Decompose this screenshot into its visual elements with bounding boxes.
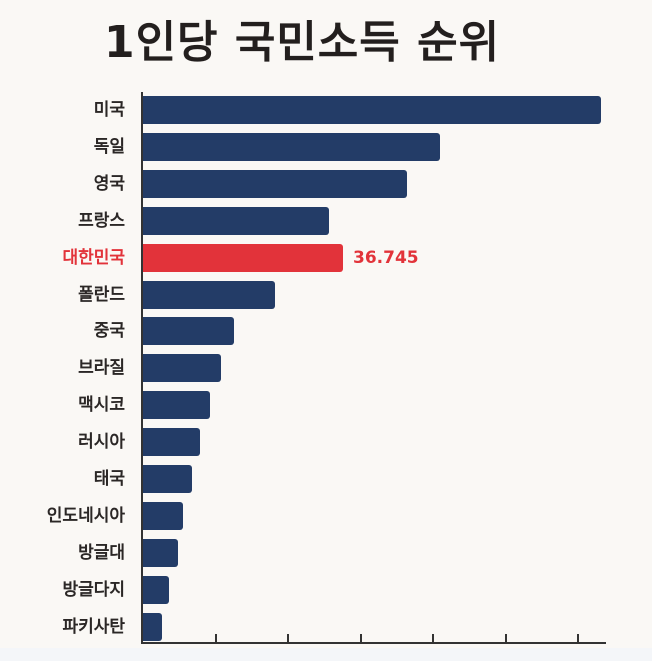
x-tick [577,634,579,643]
value-label: 36.745 [353,247,419,268]
category-label: 폴란드 [78,284,125,305]
category-label: 파키사탄 [62,616,125,637]
bar-row: 방글대 [0,538,652,567]
x-axis [141,642,606,644]
bar-row: 영국 [0,169,652,198]
bar-row: 폴란드 [0,280,652,309]
bar [143,501,183,530]
bar [143,243,343,272]
bar [143,206,330,235]
category-label: 방글대 [78,542,125,563]
category-label: 맥시코 [78,395,125,416]
category-label: 영국 [93,173,125,194]
category-label: 인도네시아 [46,505,125,526]
bar [143,538,178,567]
bar-row: 방글다지 [0,575,652,604]
bar-row: 파키사탄 [0,612,652,641]
bar-row: 인도네시아 [0,501,652,530]
bar-row: 독일 [0,132,652,161]
category-label: 브라질 [78,358,125,379]
bar-row: 대한민국 36.745 [0,243,652,272]
bar [143,96,601,124]
bar [143,280,276,309]
x-tick [287,634,289,643]
category-label: 미국 [93,100,125,120]
bar [143,169,407,198]
bar [143,428,201,457]
bar-row: 브라질 [0,354,652,383]
bar-row: 미국 [0,96,652,124]
bar [143,132,441,161]
category-label: 중국 [93,321,125,342]
bar-row: 태국 [0,465,652,493]
category-label: 독일 [93,136,125,157]
x-tick [359,634,362,643]
bar [143,391,210,420]
x-tick [432,634,434,643]
category-label: 프랑스 [78,210,125,231]
bar [143,612,163,641]
bar-row: 러시아 [0,428,652,457]
y-axis [141,92,143,644]
bar-row: 맥시코 [0,391,652,420]
category-label: 대한민국 [62,247,125,268]
bar-row: 프랑스 [0,206,652,235]
category-label: 방글다지 [62,579,125,600]
category-label: 러시아 [78,432,125,453]
category-label: 태국 [93,469,125,489]
bar-row: 중국 [0,317,652,346]
bar [143,354,221,383]
bar [143,575,170,604]
chart-title: 1인당 국민소득 순위 [103,17,501,68]
bar [143,317,234,346]
bar [143,465,192,493]
x-tick [214,634,217,643]
x-tick [504,634,507,643]
